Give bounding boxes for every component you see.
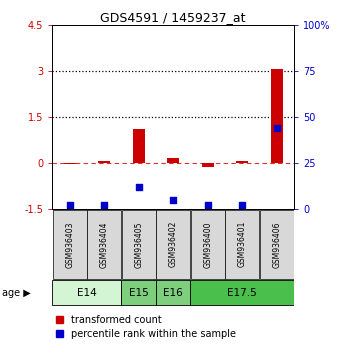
Point: [136, 184, 141, 190]
Bar: [260, 210, 294, 279]
Text: GSM936404: GSM936404: [100, 221, 109, 268]
Bar: [236, 161, 248, 163]
Bar: [156, 210, 190, 279]
Text: GSM936400: GSM936400: [203, 221, 212, 268]
Point: [274, 125, 280, 131]
Text: E17.5: E17.5: [227, 288, 257, 298]
Bar: [87, 210, 121, 279]
Title: GDS4591 / 1459237_at: GDS4591 / 1459237_at: [100, 11, 246, 24]
Bar: [191, 280, 294, 306]
Point: [171, 197, 176, 202]
Legend: transformed count, percentile rank within the sample: transformed count, percentile rank withi…: [54, 313, 238, 341]
Text: GSM936401: GSM936401: [238, 221, 247, 268]
Point: [67, 202, 72, 208]
Point: [101, 202, 107, 208]
Text: GSM936403: GSM936403: [65, 221, 74, 268]
Bar: [52, 280, 121, 306]
Bar: [132, 129, 145, 163]
Bar: [53, 210, 87, 279]
Text: E15: E15: [129, 288, 149, 298]
Bar: [271, 69, 283, 163]
Bar: [122, 210, 155, 279]
Text: GSM936405: GSM936405: [134, 221, 143, 268]
Bar: [64, 163, 76, 164]
Bar: [98, 161, 110, 163]
Point: [240, 202, 245, 208]
Bar: [156, 280, 191, 306]
Text: GSM936402: GSM936402: [169, 221, 178, 268]
Point: [205, 202, 211, 208]
Bar: [202, 163, 214, 166]
Bar: [167, 158, 179, 163]
Bar: [225, 210, 259, 279]
Text: E14: E14: [77, 288, 97, 298]
Text: GSM936406: GSM936406: [272, 221, 281, 268]
Text: E16: E16: [163, 288, 183, 298]
Bar: [121, 280, 156, 306]
Bar: [191, 210, 225, 279]
Text: age ▶: age ▶: [2, 288, 30, 298]
